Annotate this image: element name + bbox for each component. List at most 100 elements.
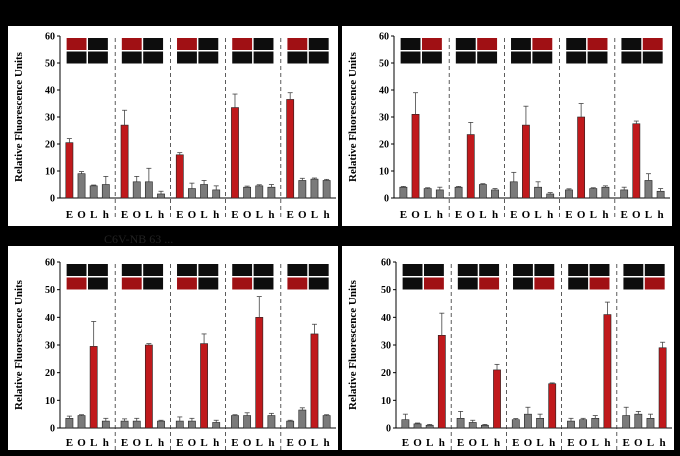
microscopy-tile-dark <box>87 38 108 50</box>
microscopy-tile-dark <box>568 264 589 276</box>
x-category-label: E <box>567 437 574 449</box>
x-category-label: O <box>632 209 641 221</box>
microscopy-tile-dark <box>511 51 531 64</box>
bar-highlight <box>493 369 501 429</box>
x-category-label: h <box>268 209 274 221</box>
bar-highlight <box>231 107 239 199</box>
bar <box>175 420 184 429</box>
x-category-label: h <box>494 437 500 449</box>
x-category-label: E <box>510 209 517 221</box>
y-tick-label: 0 <box>50 424 55 435</box>
bar <box>132 181 141 199</box>
microscopy-tile-dark <box>644 264 665 276</box>
x-category-label: L <box>590 209 597 221</box>
bar <box>267 415 276 429</box>
microscopy-tile-dark <box>532 51 553 64</box>
bar <box>454 186 463 199</box>
chart-svg-2: Relative Fluorescence Units 0 10 20 30 40 50 60… <box>13 258 336 450</box>
microscopy-tile-red <box>121 38 142 50</box>
bar <box>212 422 221 429</box>
bar <box>298 180 307 199</box>
bar <box>435 189 444 199</box>
bar-highlight <box>65 142 74 199</box>
chart-svg-3: Relative Fluorescence Units 0 10 20 30 40 50 60… <box>347 258 672 450</box>
x-category-label: E <box>565 209 572 221</box>
bar-highlight <box>286 99 295 199</box>
x-category-label: E <box>400 209 407 221</box>
x-category-label: E <box>176 209 183 221</box>
y-axis-label: Relative Fluorescence Units <box>347 51 359 182</box>
x-category-label: h <box>213 209 219 221</box>
x-category-label: L <box>90 437 97 449</box>
microscopy-tile-dark <box>143 51 164 64</box>
x-category-label: L <box>145 437 152 449</box>
bar <box>423 188 432 199</box>
x-category-label: O <box>466 209 475 221</box>
y-tick-label: 60 <box>45 258 55 269</box>
microscopy-tile-dark <box>121 264 142 276</box>
y-tick-label: 30 <box>45 113 55 124</box>
microscopy-tile-red <box>642 38 663 50</box>
bar <box>536 418 544 429</box>
bar <box>101 420 110 429</box>
bar <box>310 178 319 199</box>
y-tick-label: 50 <box>381 285 391 296</box>
x-category-label: L <box>311 209 318 221</box>
bar <box>399 186 408 199</box>
microscopy-tile-red <box>644 277 665 290</box>
bar <box>546 193 555 199</box>
microscopy-tile-dark <box>568 277 589 290</box>
x-category-label: O <box>524 437 533 449</box>
x-category-label: L <box>256 209 263 221</box>
x-category-label: O <box>298 437 307 449</box>
microscopy-tile-dark <box>198 38 219 50</box>
microscopy-tile-dark <box>66 264 87 276</box>
x-category-label: O <box>243 209 252 221</box>
x-category-label: O <box>411 209 420 221</box>
x-category-label: h <box>658 209 664 221</box>
x-category-label: L <box>311 437 318 449</box>
bar <box>565 189 573 199</box>
bar-highlight <box>411 114 420 199</box>
bar <box>478 184 487 199</box>
y-axis-label: Relative Fluorescence Units <box>347 279 359 410</box>
microscopy-tile-dark <box>566 51 587 64</box>
microscopy-tile-dark <box>513 277 533 290</box>
microscopy-tile-dark <box>87 277 108 290</box>
bar <box>656 190 665 199</box>
bar <box>634 413 643 429</box>
x-category-label: h <box>268 437 274 449</box>
bar <box>157 193 165 199</box>
bar-highlight <box>466 134 475 199</box>
y-tick-label: 40 <box>381 313 391 324</box>
microscopy-tile-red <box>587 38 608 50</box>
y-tick-label: 10 <box>379 167 389 178</box>
y-tick-label: 50 <box>45 285 55 296</box>
x-category-label: L <box>592 437 599 449</box>
x-category-label: L <box>647 437 654 449</box>
y-tick-label: 40 <box>379 86 389 97</box>
bar <box>144 181 153 199</box>
microscopy-tile-dark <box>402 264 423 276</box>
y-tick-label: 0 <box>386 424 391 435</box>
x-category-label: L <box>645 209 652 221</box>
y-tick-label: 20 <box>45 140 55 151</box>
microscopy-tile-dark <box>143 264 164 276</box>
x-category-label: L <box>536 437 543 449</box>
y-tick-label: 0 <box>50 194 55 205</box>
x-category-label: h <box>324 437 330 449</box>
bar <box>622 415 631 429</box>
bar <box>89 185 98 199</box>
bar <box>65 418 74 429</box>
microscopy-tile-dark <box>642 51 663 64</box>
microscopy-tile-red <box>532 38 553 50</box>
microscopy-tile-dark <box>66 51 87 64</box>
x-category-label: h <box>213 437 219 449</box>
bar <box>480 424 489 429</box>
x-category-label: L <box>426 437 433 449</box>
x-category-label: O <box>298 209 307 221</box>
microscopy-tile-dark <box>400 51 421 64</box>
x-category-label: L <box>479 209 486 221</box>
x-category-label: E <box>66 209 73 221</box>
microscopy-tile-dark <box>232 51 253 64</box>
